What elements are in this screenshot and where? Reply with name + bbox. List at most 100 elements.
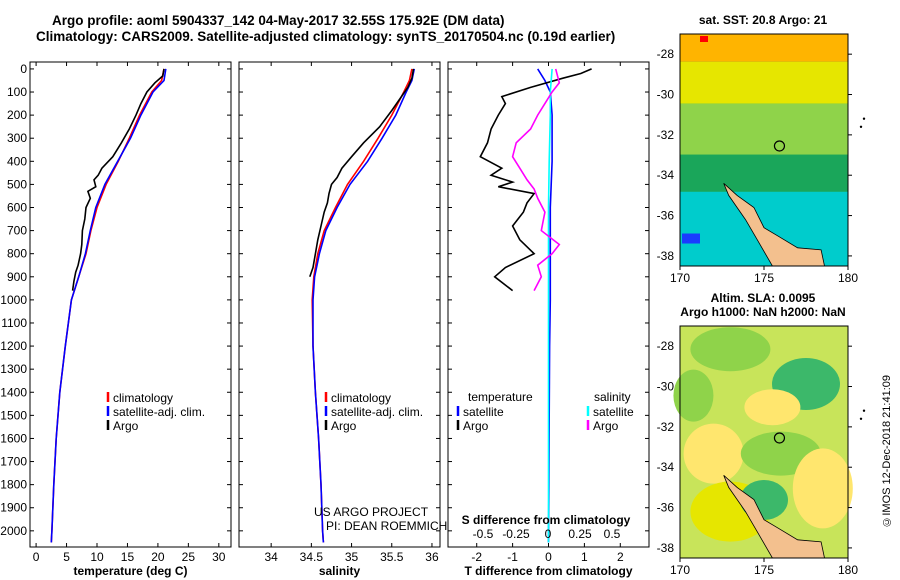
depth-tick-label: 500: [7, 177, 27, 191]
island-dot: [859, 125, 863, 128]
salinity-x-tick-label: 36: [425, 550, 439, 564]
temperature-plot-frame: [29, 61, 232, 548]
map-lat-label: -38: [657, 249, 675, 263]
difference-series-salinity-satellite: [547, 68, 553, 543]
sla_map-group: [673, 325, 866, 562]
difference-series-temperature-argo: [479, 68, 592, 292]
temperature-x-tick-label: 20: [151, 550, 165, 564]
depth-tick-label: 1900: [0, 501, 27, 515]
map-lat-label: -28: [657, 47, 675, 61]
depth-tick-label: 0: [20, 62, 27, 76]
depth-tick-label: 100: [7, 85, 27, 99]
map-lat-label: -36: [657, 209, 675, 223]
sla-anomaly-blob: [673, 369, 714, 422]
difference-x-axis-label: T difference from climatology: [464, 564, 632, 578]
depth-tick-label: 300: [7, 131, 27, 145]
island-dot: [862, 409, 866, 412]
argo-profile-marker: [773, 432, 786, 444]
depth-tick-label: 1200: [0, 339, 27, 353]
depth-tick-label: 200: [7, 108, 27, 122]
depth-tick-label: 400: [7, 154, 27, 168]
depth-tick-label: 1100: [1, 316, 27, 330]
salinity-diff-tick-label: -0.5: [473, 527, 494, 541]
new-zealand-land: [723, 183, 825, 267]
salinity-x-tick-label: 34.5: [300, 550, 324, 564]
legend-label: Argo: [593, 419, 619, 433]
depth-tick-label: 2000: [0, 524, 27, 538]
map-lat-label: -30: [657, 88, 675, 102]
island-dot: [862, 117, 866, 120]
credit-pi: PI: DEAN ROEMMICH: [326, 519, 447, 533]
difference-x-tick-label: -2: [471, 550, 482, 564]
temperature-x-tick-label: 15: [121, 550, 135, 564]
map-lat-label: -32: [657, 420, 675, 434]
legend-label: climatology: [331, 391, 391, 405]
sst_map-group: [679, 33, 866, 270]
difference-x-tick-label: 1: [581, 550, 588, 564]
sla-anomaly-blob: [690, 327, 771, 372]
sla-anomaly-blob: [683, 423, 744, 484]
temperature-x-tick-label: 25: [182, 550, 196, 564]
sst-band-green: [680, 154, 848, 192]
credit-project: US ARGO PROJECT: [314, 505, 429, 519]
legend-label: satellite: [463, 405, 504, 419]
sla-map-title: Altim. SLA: 0.0095: [711, 291, 816, 305]
temperature-series-climatology: [50, 68, 165, 543]
depth-tick-label: 1600: [0, 431, 27, 445]
salinity-diff-tick-label: 0: [545, 527, 552, 541]
depth-tick-label: 1000: [0, 293, 27, 307]
temperature-x-tick-label: 30: [212, 550, 226, 564]
map-lon-label: 170: [670, 563, 690, 577]
depth-tick-label: 1500: [0, 408, 27, 422]
depth-tick-label: 1700: [0, 455, 27, 469]
temperature-series-argo: [71, 68, 165, 291]
sla-map-subtitle: Argo h1000: NaN h2000: NaN: [680, 305, 845, 319]
island-dot: [859, 417, 863, 420]
salinity-series-argo: [309, 68, 415, 278]
legend-label: climatology: [113, 391, 173, 405]
sst-hot-patch: [700, 36, 708, 42]
salinity-diff-tick-label: 0.5: [604, 527, 621, 541]
difference-x-tick-label: 0: [545, 550, 552, 564]
temperature-x-tick-label: 5: [63, 550, 70, 564]
title-line-1: Argo profile: aoml 5904337_142 04-May-20…: [52, 13, 505, 28]
legend-head-temperature: temperature: [468, 390, 533, 404]
sst-cold-patch: [682, 233, 700, 244]
legend-label: satellite: [593, 405, 634, 419]
difference-series-salinity-argo: [511, 68, 561, 291]
imos-stamp: ©IMOS 12-Dec-2018 21:41:09: [881, 375, 893, 528]
map-lat-label: -36: [657, 501, 675, 515]
legend-label: Argo: [331, 419, 357, 433]
legend-label: satellite-adj. clim.: [331, 405, 423, 419]
depth-tick-label: 900: [7, 270, 27, 284]
depth-tick-label: 1300: [0, 362, 27, 376]
legend-head-salinity: salinity: [594, 390, 631, 404]
map-lon-label: 175: [754, 563, 774, 577]
map-lat-label: -30: [657, 380, 675, 394]
salinity-diff-tick-label: -0.25: [502, 527, 530, 541]
title-line-2: Climatology: CARS2009. Satellite-adjuste…: [36, 29, 616, 44]
salinity-x-axis-label: salinity: [319, 564, 361, 578]
sst-band-lightgreen: [680, 103, 848, 155]
legend-label: Argo: [463, 419, 489, 433]
map-lat-label: -28: [657, 339, 675, 353]
salinity-diff-axis-label: S difference from climatology: [462, 513, 631, 527]
sst-map-title: sat. SST: 20.8 Argo: 21: [699, 13, 828, 27]
salinity-x-tick-label: 34: [264, 550, 278, 564]
depth-tick-label: 800: [7, 247, 27, 261]
difference-x-tick-label: 2: [617, 550, 624, 564]
salinity-series-satellite-adj-clim-: [312, 68, 416, 543]
legend-label: Argo: [113, 419, 139, 433]
legend-label: satellite-adj. clim.: [113, 405, 205, 419]
argo-profile-marker: [773, 140, 786, 152]
salinity-diff-tick-label: 0.25: [568, 527, 592, 541]
sla-anomaly-blob: [792, 448, 853, 529]
salinity-plot-frame: [238, 61, 441, 548]
difference-x-tick-label: -1: [507, 550, 518, 564]
temperature-x-tick-label: 10: [90, 550, 104, 564]
map-lat-label: -32: [657, 128, 675, 142]
temperature-series-satellite-adj-clim-: [50, 68, 167, 543]
salinity-x-tick-label: 35: [345, 550, 359, 564]
sst-band-yellow: [680, 61, 848, 104]
depth-tick-label: 700: [7, 224, 27, 238]
